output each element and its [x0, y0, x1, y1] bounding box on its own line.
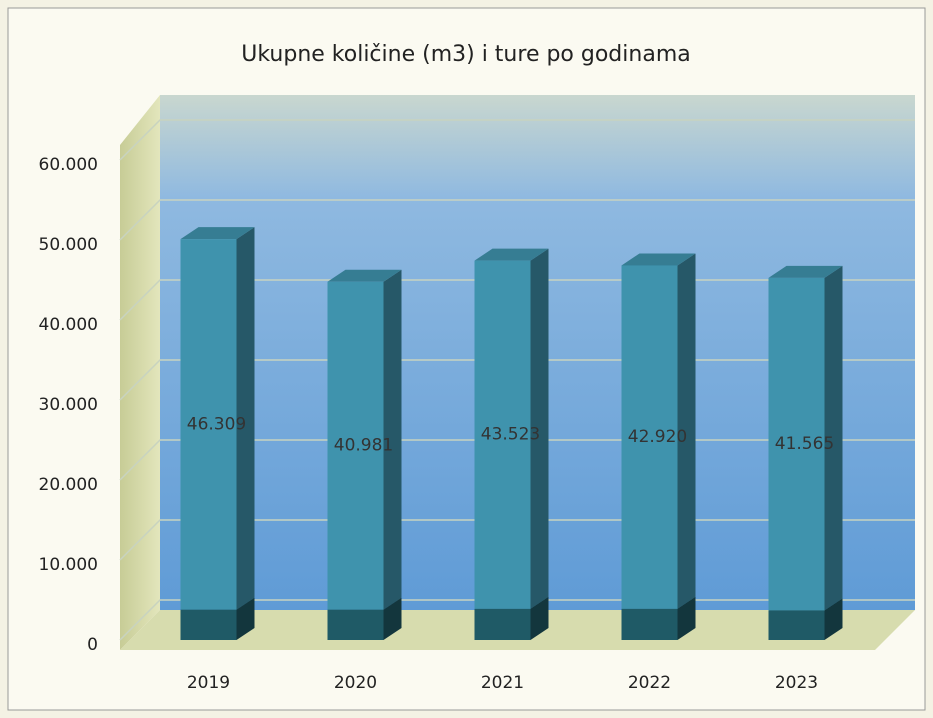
- bar: [621, 265, 678, 609]
- bar: [180, 239, 237, 610]
- y-tick-label: 10.000: [39, 555, 98, 575]
- bar: [327, 609, 384, 640]
- bar: [474, 260, 531, 609]
- y-tick-label: 40.000: [39, 315, 98, 335]
- bar-top: [327, 269, 402, 282]
- bar-side: [383, 597, 402, 640]
- bar-top: [768, 265, 843, 278]
- value-label: 42.920: [628, 427, 687, 447]
- bar-top: [474, 248, 549, 261]
- y-tick-label: 50.000: [39, 235, 98, 255]
- y-tick-label: 20.000: [39, 475, 98, 495]
- bar-side: [824, 598, 843, 640]
- value-label: 46.309: [187, 414, 246, 434]
- grid-line: [119, 119, 915, 161]
- y-tick-label: 60.000: [39, 155, 98, 175]
- bar-side: [236, 227, 255, 610]
- chart-title: Ukupne količine (m3) i ture po godinama: [241, 42, 690, 67]
- bar: [768, 277, 825, 611]
- x-tick-label: 2022: [628, 673, 671, 693]
- side-wall: [120, 95, 160, 650]
- value-label: 43.523: [481, 425, 540, 445]
- bar-side: [530, 596, 549, 640]
- bar: [327, 281, 384, 610]
- bar-side: [677, 253, 696, 609]
- bar-side: [824, 265, 843, 611]
- bar-top: [621, 253, 696, 266]
- x-tick-label: 2019: [187, 673, 230, 693]
- x-tick-label: 2021: [481, 673, 524, 693]
- bar-side: [677, 596, 696, 640]
- grid-line: [119, 199, 915, 241]
- value-label: 40.981: [334, 436, 393, 456]
- bar-side: [236, 597, 255, 640]
- bar: [768, 610, 825, 640]
- bar: [180, 609, 237, 640]
- x-tick-label: 2020: [334, 673, 377, 693]
- bar: [621, 608, 678, 640]
- bar-side: [530, 248, 549, 609]
- bar: [474, 608, 531, 640]
- value-label: 41.565: [775, 434, 834, 454]
- x-tick-label: 2023: [775, 673, 818, 693]
- y-tick-label: 0: [87, 635, 98, 655]
- y-tick-label: 30.000: [39, 395, 98, 415]
- bar-side: [383, 269, 402, 610]
- bar-top: [180, 227, 255, 240]
